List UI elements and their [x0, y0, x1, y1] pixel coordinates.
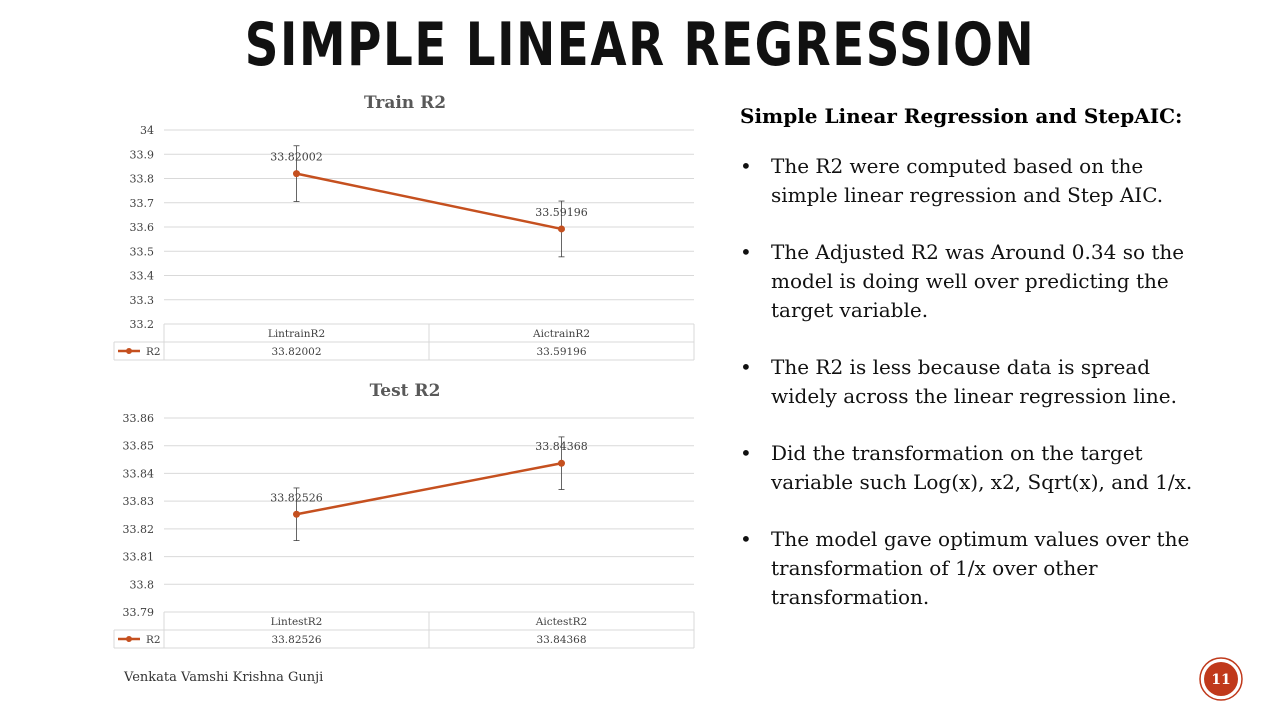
bullet-item: • The model gave optimum values over the t…	[740, 525, 1240, 612]
category-label: LintestR2	[271, 616, 323, 628]
y-tick-label: 34	[140, 124, 154, 137]
bullet-icon: •	[740, 527, 752, 551]
y-tick-label: 33.9	[130, 148, 155, 161]
bullet-item: • Did the transformation on the target var…	[740, 439, 1240, 497]
table-value: 33.84368	[536, 634, 586, 646]
bullet-line: variable such Log(x), x2, Sqrt(x), and 1…	[771, 470, 1193, 494]
bullet-icon: •	[740, 355, 752, 379]
y-tick-label: 33.82	[123, 523, 155, 536]
page-number: 11	[1211, 672, 1230, 688]
bullet-line: widely across the linear regression line…	[771, 384, 1177, 408]
notes-panel: Simple Linear Regression and StepAIC: • T…	[740, 104, 1240, 640]
slide-title: SIMPLE LINEAR REGRESSION	[244, 10, 1036, 80]
bullet-item: • The R2 is less because data is spread wi…	[740, 353, 1240, 411]
notes-heading: Simple Linear Regression and StepAIC:	[740, 104, 1183, 128]
y-tick-label: 33.6	[130, 221, 155, 234]
y-tick-label: 33.2	[130, 318, 155, 331]
y-tick-label: 33.8	[130, 578, 155, 591]
notes-list: • The R2 were computed based on the simple…	[740, 152, 1240, 612]
bullet-line: The R2 is less because data is spread	[771, 355, 1151, 379]
data-label: 33.82002	[270, 151, 323, 164]
legend-label: R2	[146, 634, 161, 646]
bullet-line: model is doing well over predicting the	[771, 269, 1169, 293]
bullet-item: • The Adjusted R2 was Around 0.34 so the m…	[740, 238, 1240, 325]
train-r2-chart-svg: Train R2 34 33.9 33.8 33.7 33.6 33.5 33.4 33.3 33…	[113, 93, 695, 361]
bullet-line: The Adjusted R2 was Around 0.34 so the	[771, 240, 1185, 264]
author-name: Venkata Vamshi Krishna Gunji	[124, 670, 324, 685]
bullet-line: simple linear regression and Step AIC.	[771, 183, 1164, 207]
table-value: 33.82002	[271, 346, 321, 358]
data-label: 33.82526	[270, 491, 323, 504]
y-tick-label: 33.81	[123, 551, 155, 564]
train-r2-chart: Train R2 34 33.9 33.8 33.7 33.6 33.5 33.4 33.3 33…	[112, 88, 702, 368]
bullet-line: transformation of 1/x over other	[771, 556, 1098, 580]
chart-title: Train R2	[364, 93, 446, 113]
bullet-line: The model gave optimum values over the	[771, 527, 1190, 551]
chart-title: Test R2	[370, 381, 441, 401]
bullet-line: The R2 were computed based on the	[771, 154, 1144, 178]
y-tick-label: 33.86	[123, 412, 155, 425]
y-tick-label: 33.3	[130, 294, 155, 307]
legend-label: R2	[146, 346, 161, 358]
y-tick-label: 33.4	[130, 270, 155, 283]
series-line	[296, 172, 562, 231]
test-r2-chart: Test R2 33.86 33.85 33.84 33.83 33.82 33.81 33.…	[112, 376, 702, 656]
category-label: LintrainR2	[268, 328, 325, 340]
bullet-item: • The R2 were computed based on the simple…	[740, 152, 1240, 210]
table-value: 33.82526	[271, 634, 321, 646]
legend-marker	[126, 348, 132, 354]
y-tick-label: 33.83	[123, 495, 155, 508]
data-point	[293, 170, 300, 178]
bullet-icon: •	[740, 154, 752, 178]
y-tick-label: 33.84	[123, 467, 155, 480]
category-label: AictestR2	[535, 616, 587, 628]
test-r2-chart-svg: Test R2 33.86 33.85 33.84 33.83 33.82 33.81 33.…	[113, 381, 695, 649]
y-tick-label: 33.7	[130, 197, 155, 210]
data-label: 33.59196	[535, 206, 588, 219]
table-value: 33.59196	[536, 346, 586, 358]
page-number-badge: 11	[1199, 657, 1243, 701]
data-point	[558, 225, 565, 233]
data-point	[293, 510, 300, 518]
data-label: 33.84368	[535, 440, 588, 453]
series-line	[296, 462, 562, 516]
bullet-line: Did the transformation on the target	[771, 441, 1143, 465]
y-tick-label: 33.8	[130, 173, 155, 186]
category-label: AictrainR2	[532, 328, 590, 340]
y-tick-label: 33.5	[130, 245, 155, 258]
bullet-line: target variable.	[771, 298, 929, 322]
y-tick-label: 33.79	[123, 606, 155, 619]
data-point	[558, 459, 565, 467]
y-tick-label: 33.85	[123, 440, 155, 453]
bullet-icon: •	[740, 240, 752, 264]
bullet-icon: •	[740, 441, 752, 465]
bullet-line: transformation.	[771, 585, 930, 609]
legend-marker	[126, 636, 132, 642]
